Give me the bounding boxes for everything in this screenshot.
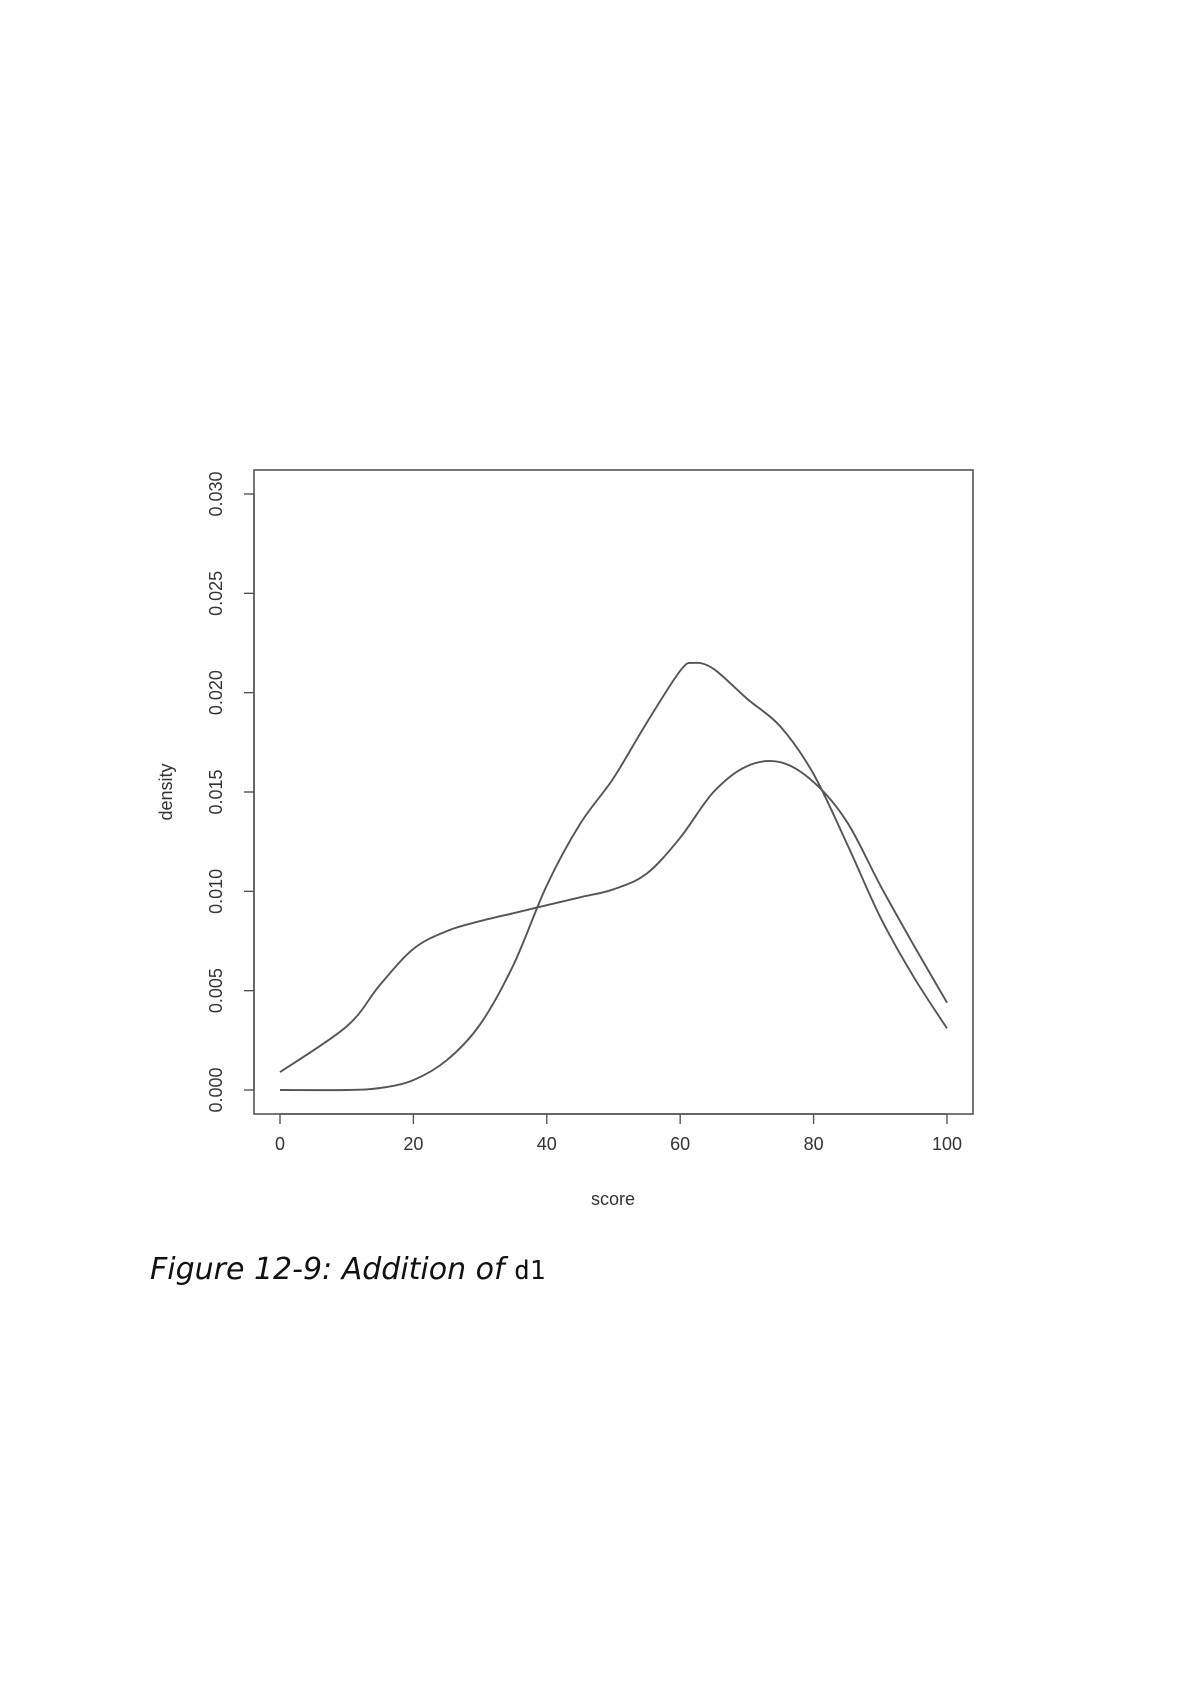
y-tick-label: 0.000 — [206, 1067, 226, 1112]
x-tick-label: 0 — [275, 1134, 285, 1154]
y-tick-label: 0.015 — [206, 769, 226, 814]
caption-text: Figure 12-9: Addition of — [150, 1252, 515, 1287]
y-axis: 0.000 0.005 0.010 0.015 0.020 0.025 0.030 — [206, 471, 255, 1113]
figure-caption: Figure 12-9: Addition of d1 — [150, 1252, 545, 1287]
y-tick-label: 0.005 — [206, 968, 226, 1013]
y-tick-label: 0.020 — [206, 670, 226, 715]
x-axis: 0 20 40 60 80 100 — [275, 1113, 962, 1154]
y-axis-title: density — [156, 763, 176, 820]
x-tick-label: 100 — [932, 1134, 962, 1154]
x-tick-label: 20 — [403, 1134, 423, 1154]
y-tick-label: 0.025 — [206, 571, 226, 616]
series-layer — [279, 661, 948, 1092]
plot-frame — [253, 469, 974, 1115]
density-curve-1 — [279, 760, 948, 1073]
caption-code: d1 — [514, 1256, 546, 1286]
x-tick-label: 40 — [537, 1134, 557, 1154]
y-tick-label: 0.010 — [206, 869, 226, 914]
density-curve-2 — [279, 661, 948, 1092]
x-axis-title: score — [591, 1189, 635, 1209]
x-tick-label: 80 — [804, 1134, 824, 1154]
x-tick-label: 60 — [670, 1134, 690, 1154]
y-tick-label: 0.030 — [206, 471, 226, 516]
